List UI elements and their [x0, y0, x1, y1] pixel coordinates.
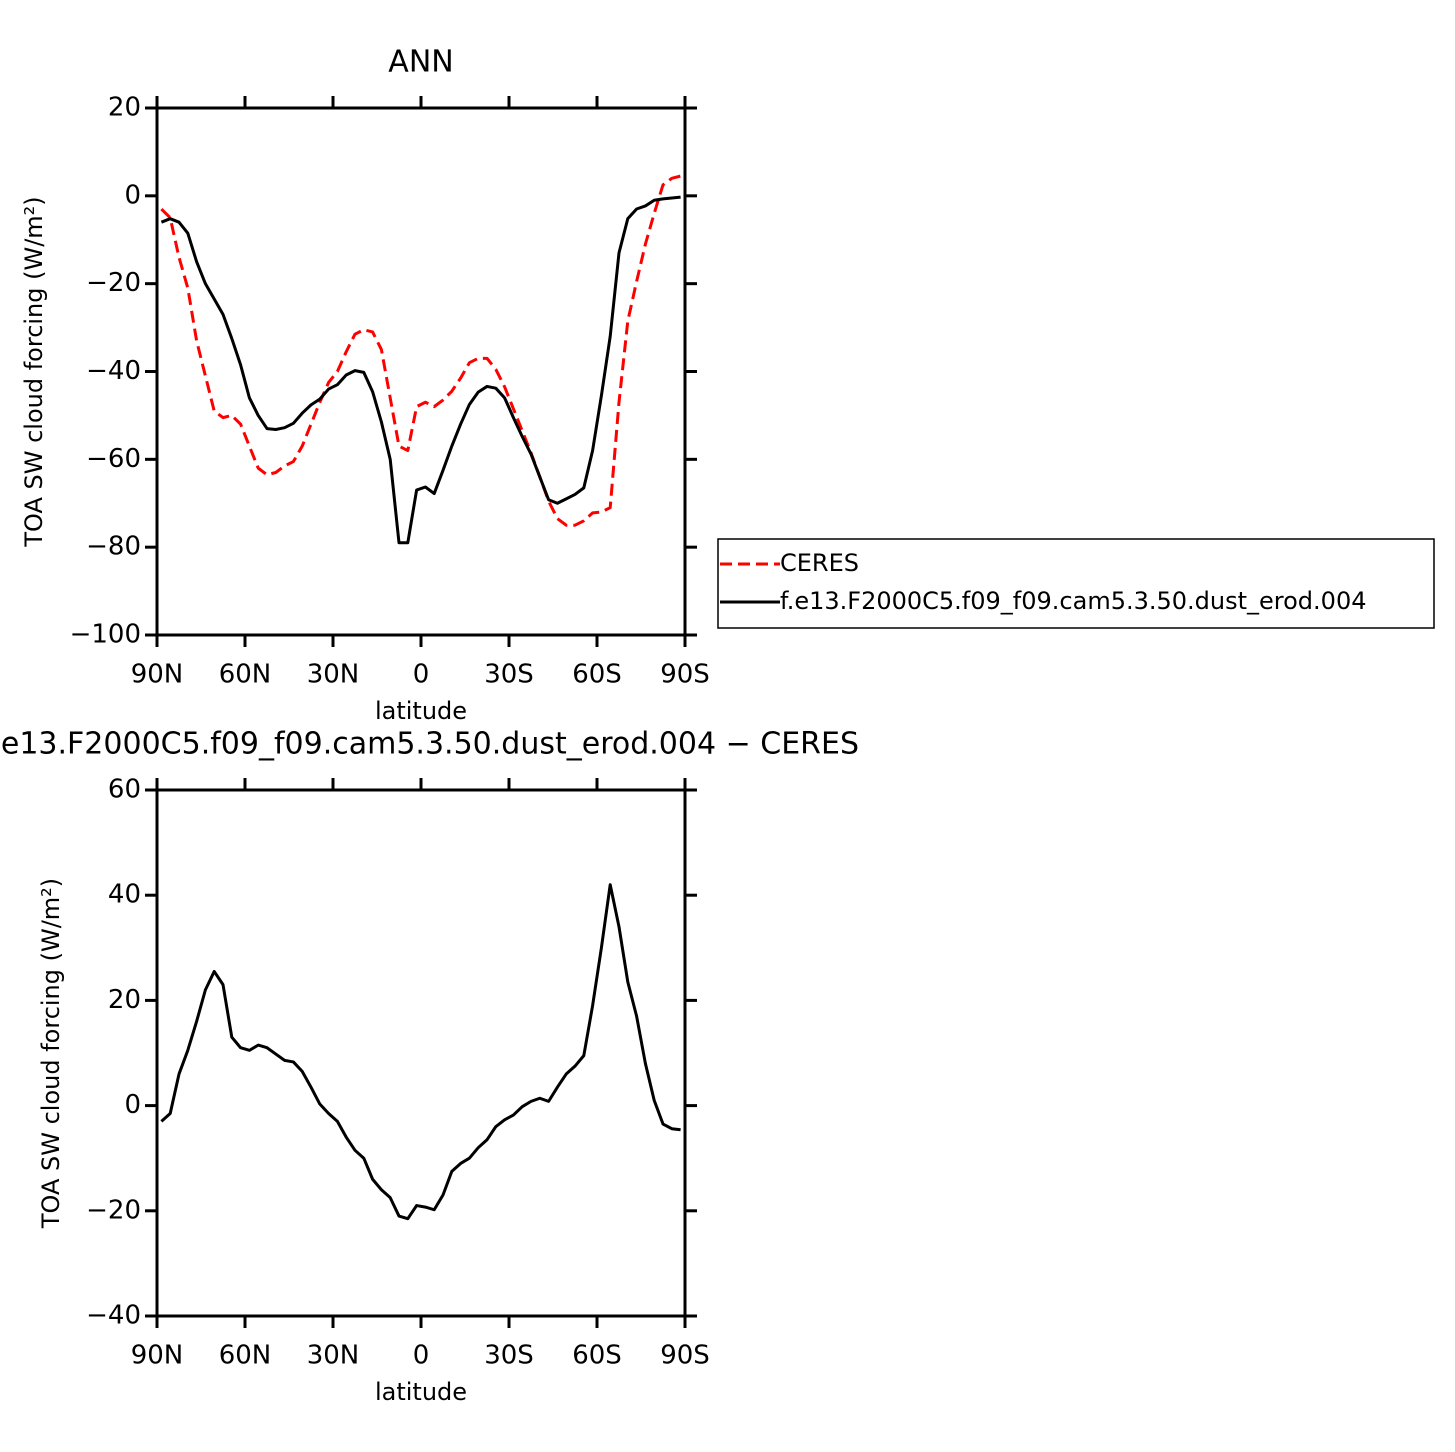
- x-axis-label: latitude: [375, 697, 467, 725]
- x-tick-label: 60N: [219, 1341, 272, 1371]
- x-tick-label: 30S: [484, 660, 534, 690]
- x-tick-label: 90N: [131, 1341, 184, 1371]
- x-tick-label: 90S: [660, 660, 710, 690]
- x-tick-label: 90S: [660, 1341, 710, 1371]
- y-tick-label: 0: [124, 1090, 141, 1120]
- y-tick-label: 40: [108, 880, 141, 910]
- legend-label: f.e13.F2000C5.f09_f09.cam5.3.50.dust_ero…: [780, 587, 1366, 615]
- y-tick-label: −40: [86, 1301, 141, 1331]
- x-tick-label: 90N: [131, 660, 184, 690]
- chart-title: f.e13.F2000C5.f09_f09.cam5.3.50.dust_ero…: [0, 727, 859, 762]
- x-tick-label: 30N: [307, 1341, 360, 1371]
- y-tick-label: −20: [86, 1195, 141, 1225]
- legend-box: [717, 538, 1435, 629]
- y-tick-label: −40: [86, 356, 141, 386]
- y-axis-label: TOA SW cloud forcing (W/m²): [20, 196, 48, 547]
- y-tick-label: 0: [124, 180, 141, 210]
- y-tick-label: −80: [86, 532, 141, 562]
- x-tick-label: 60S: [572, 1341, 622, 1371]
- plot-frame: [155, 106, 687, 637]
- data-line: [160, 195, 681, 545]
- y-tick-label: 20: [108, 985, 141, 1015]
- chart-title: ANN: [388, 45, 453, 80]
- legend-label: CERES: [780, 549, 859, 577]
- x-tick-label: 30N: [307, 660, 360, 690]
- y-tick-label: −100: [70, 620, 141, 650]
- x-tick-label: 0: [413, 660, 430, 690]
- y-axis-label: TOA SW cloud forcing (W/m²): [37, 878, 65, 1229]
- x-tick-label: 30S: [484, 1341, 534, 1371]
- y-tick-label: −20: [86, 268, 141, 298]
- x-tick-label: 60N: [219, 660, 272, 690]
- data-line: [160, 883, 681, 1221]
- y-tick-label: −60: [86, 444, 141, 474]
- y-tick-label: 60: [108, 775, 141, 805]
- plot-frame: [155, 788, 687, 1318]
- y-tick-label: 20: [108, 93, 141, 123]
- data-line: [160, 174, 681, 527]
- x-axis-label: latitude: [375, 1378, 467, 1406]
- x-tick-label: 60S: [572, 660, 622, 690]
- x-tick-label: 0: [413, 1341, 430, 1371]
